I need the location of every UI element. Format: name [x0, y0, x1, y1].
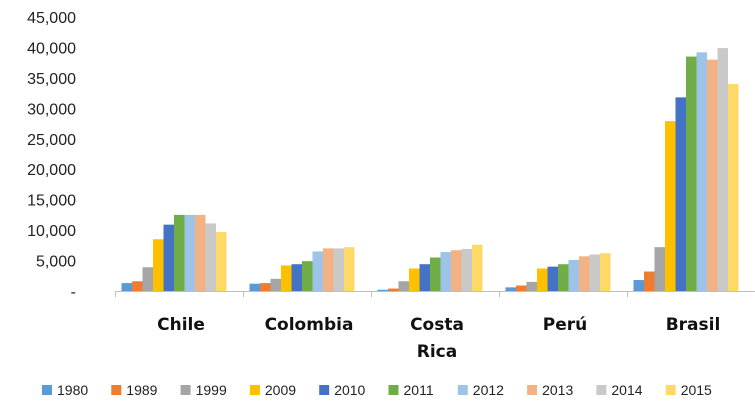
bar-1999-4: [654, 247, 665, 291]
bar-2011-1: [302, 261, 313, 291]
bar-1999-0: [142, 267, 153, 291]
bar-1980-0: [121, 283, 132, 291]
category-labels: ChileColombiaCostaRicaPerúBrasilMéxico: [157, 315, 721, 362]
legend-swatch-1980: [42, 385, 52, 395]
bar-2010-2: [419, 264, 430, 291]
bar-2013-4: [707, 59, 718, 291]
legend-label-1989: 1989: [126, 382, 157, 398]
bars: [121, 48, 739, 292]
legend-swatch-2009: [249, 385, 260, 395]
category-label: Chile: [157, 315, 205, 335]
y-tick-label: 40,000: [27, 40, 76, 57]
bar-1980-3: [505, 287, 516, 291]
bar-2009-0: [153, 239, 164, 291]
legend-swatch-1989: [111, 385, 122, 395]
y-tick-label: 10,000: [27, 223, 76, 240]
category-label: Colombia: [265, 315, 354, 335]
bar-2014-0: [205, 223, 216, 291]
legend-label-2011: 2011: [404, 382, 434, 398]
legend-swatch-2012: [457, 385, 468, 395]
x-axis-ticks: [115, 291, 628, 297]
bar-2010-3: [547, 266, 558, 291]
y-tick-label: 15,000: [27, 193, 76, 210]
bar-2013-1: [323, 248, 334, 291]
bar-2012-1: [312, 251, 323, 291]
y-tick-label: 5,000: [36, 254, 76, 271]
legend-label-2012: 2012: [473, 382, 504, 398]
bar-1989-4: [644, 271, 655, 291]
bar-2012-0: [184, 214, 195, 291]
bar-2010-0: [163, 224, 174, 291]
bar-1999-1: [270, 278, 281, 291]
bar-2012-4: [696, 52, 707, 292]
bar-2010-4: [675, 97, 686, 291]
category-label: Brasil: [666, 315, 721, 335]
legend-label-1999: 1999: [196, 382, 227, 398]
legend-label-2014: 2014: [611, 382, 642, 398]
bar-1999-3: [526, 281, 537, 291]
y-tick-label: 20,000: [27, 162, 76, 179]
y-tick-label: 45,000: [27, 10, 76, 27]
y-tick-label: -: [71, 284, 76, 301]
category-label: Perú: [543, 315, 587, 335]
y-tick-label: 25,000: [27, 132, 76, 149]
legend-label-1980: 1980: [57, 382, 88, 398]
bar-2014-4: [717, 48, 728, 292]
legend-swatch-1999: [180, 385, 191, 395]
bar-2009-1: [281, 265, 292, 291]
bar-2015-2: [472, 244, 483, 291]
bar-2012-2: [440, 252, 451, 291]
legend-swatch-2015: [665, 385, 676, 395]
bar-2013-2: [451, 250, 462, 291]
bar-2015-3: [600, 253, 611, 291]
bar-2012-3: [568, 259, 579, 291]
bar-1980-2: [377, 289, 388, 291]
bar-2009-2: [409, 268, 420, 291]
legend-swatch-2011: [388, 385, 399, 395]
bar-1989-1: [260, 283, 271, 291]
bar-2015-0: [216, 231, 227, 291]
legend-label-2013: 2013: [542, 382, 573, 398]
bar-2013-0: [195, 214, 206, 291]
bar-1989-0: [132, 281, 143, 291]
legend-swatch-2010: [319, 385, 330, 395]
bar-2014-2: [461, 248, 472, 291]
bar-2015-4: [728, 83, 739, 291]
legend-label-2015: 2015: [681, 382, 712, 398]
bar-1980-1: [249, 283, 260, 291]
legend-swatch-2013: [527, 385, 538, 395]
bar-1989-3: [516, 285, 527, 291]
category-label: Rica: [417, 342, 457, 362]
legend-label-2009: 2009: [265, 382, 296, 398]
legend-label-2010: 2010: [334, 382, 365, 398]
bar-2014-1: [333, 248, 344, 291]
bar-1999-2: [398, 281, 409, 291]
y-axis-tick-labels: - 5,000 10,000 15,000 20,000 25,000 30,000 35,0…: [27, 10, 76, 301]
bar-2015-1: [344, 247, 355, 291]
bar-2009-3: [537, 268, 548, 291]
bar-2010-1: [291, 264, 302, 291]
legend-swatch-2014: [596, 385, 607, 395]
bar-2013-3: [579, 256, 590, 291]
bar-1980-4: [633, 280, 644, 291]
bar-1989-2: [388, 288, 399, 291]
y-tick-label: 30,000: [27, 101, 76, 118]
bar-2011-2: [430, 257, 441, 291]
legend: 1980 1989 1999 2009 2010 2011 2012 2013 2014 2015: [42, 382, 712, 398]
bar-2011-4: [686, 56, 697, 292]
bar-2011-0: [174, 214, 185, 291]
category-label: Costa: [410, 315, 464, 335]
bar-2009-4: [665, 121, 676, 292]
bar-2011-3: [558, 264, 569, 291]
y-tick-label: 35,000: [27, 71, 76, 88]
bar-2014-3: [589, 254, 600, 291]
